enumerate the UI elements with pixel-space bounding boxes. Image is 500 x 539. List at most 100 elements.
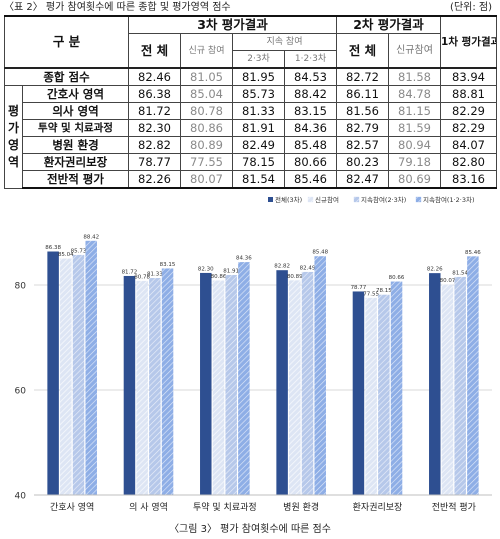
row-label: 병원 환경 — [21, 136, 130, 154]
data-label: 82.49 — [300, 265, 316, 271]
area-label-char: 역 — [7, 154, 20, 169]
data-label: 84.36 — [236, 256, 252, 262]
table-cell: 81.95 — [232, 67, 286, 86]
legend-swatch — [307, 196, 314, 203]
legend-swatch — [415, 196, 422, 203]
category-label: 전반적 평가 — [432, 501, 476, 513]
table-cell: 82.72 — [336, 67, 390, 86]
bar — [200, 272, 212, 495]
legend-label: 전체(3차) — [275, 195, 302, 204]
table-cell: 82.79 — [336, 119, 390, 137]
data-label: 85.48 — [312, 250, 328, 256]
table-row: 평 가 영 역 간호사 영역 86.38 85.04 85.73 88.42 86.11 84.78… — [4, 85, 498, 189]
category-label: 투약 및 치료과정 — [193, 501, 257, 513]
data-label: 82.82 — [274, 264, 290, 270]
bar — [301, 271, 314, 495]
table-caption: 〈표 2〉 평가 참여횟수에 따른 종합 및 평가영역 점수 (단위: 점) — [4, 1, 496, 14]
bar — [85, 240, 97, 495]
table-cell: 81.33 — [232, 102, 286, 120]
table-cell: 84.78 — [388, 85, 442, 103]
header-total-2: 전 체 — [336, 33, 390, 69]
bar — [429, 273, 441, 495]
area-label-char: 평 — [7, 103, 20, 118]
header-c23: 2·3차 — [232, 50, 286, 69]
data-label: 80.89 — [287, 274, 303, 280]
table-cell: 85.48 — [284, 136, 338, 154]
table-cell: 81.15 — [388, 102, 442, 120]
row-label: 전반적 평가 — [21, 170, 130, 189]
table-cell: 85.46 — [284, 170, 338, 189]
data-label: 81.54 — [452, 270, 468, 276]
bar — [47, 251, 59, 495]
category-label: 간호사 영역 — [50, 502, 94, 513]
bar — [454, 276, 466, 495]
data-label: 78.15 — [376, 288, 392, 294]
data-label: 83.15 — [160, 262, 176, 268]
table-cell: 88.42 — [284, 85, 338, 103]
data-label: 78.77 — [351, 285, 367, 291]
table-cell: 79.18 — [388, 153, 442, 171]
table-cell: 82.29 — [440, 102, 498, 120]
table-cell: 84.36 — [284, 119, 338, 137]
table-cell: 82.82 — [128, 136, 182, 154]
legend-swatch — [268, 197, 273, 202]
table-cell: 81.54 — [232, 170, 286, 189]
table-cell: 80.07 — [180, 170, 234, 189]
table-unit: (단위: 점) — [450, 2, 492, 13]
table-cell: 78.77 — [128, 153, 182, 171]
table-row: 의사 영역 81.72 80.78 81.33 83.15 81.56 81.15 82.29 — [5, 102, 498, 120]
table-cell: 85.73 — [232, 85, 286, 103]
table-cell: 81.91 — [232, 119, 286, 137]
bar — [467, 256, 479, 495]
table-cell: 83.15 — [284, 102, 338, 120]
category-label: 의 사 영역 — [129, 502, 168, 513]
bar — [390, 281, 403, 495]
table-caption-text: 〈표 2〉 평가 참여횟수에 따른 종합 및 평가영역 점수 — [4, 2, 231, 13]
table-row: 병원 환경 82.82 80.89 82.49 85.48 82.57 80.94 84.07 — [5, 136, 498, 154]
score-table: 구 분 3차 평가결과 2차 평가결과 1차 평가결과 전 체 신규 참여 지속… — [3, 15, 498, 189]
data-label: 80.66 — [389, 275, 405, 281]
bar — [123, 275, 136, 495]
bar — [314, 256, 326, 495]
bar — [212, 280, 225, 495]
legend-label: 신규참여 — [315, 195, 339, 204]
legend-swatch — [353, 196, 360, 203]
bar — [276, 270, 288, 495]
data-label: 86.38 — [45, 245, 61, 251]
table-cell: 80.78 — [180, 102, 234, 120]
table-cell: 80.69 — [388, 170, 442, 189]
row-label: 투약 및 치료과정 — [21, 119, 130, 137]
data-label: 81.91 — [223, 268, 239, 274]
bar — [378, 294, 390, 495]
legend-label: 지속참여(1·2·3차) — [423, 195, 475, 204]
bar — [161, 268, 174, 495]
bar — [441, 284, 454, 495]
table-cell: 80.23 — [336, 153, 390, 171]
header-first: 1차 평가결과 — [440, 15, 498, 69]
data-label: 81.72 — [122, 269, 138, 275]
header-total-3: 전 체 — [128, 33, 182, 69]
table-cell: 86.11 — [336, 85, 390, 103]
table-cell: 82.29 — [440, 119, 498, 137]
table-cell: 82.47 — [336, 170, 390, 189]
table-cell: 78.15 — [232, 153, 286, 171]
table-cell: 83.94 — [440, 67, 498, 86]
data-label: 80.78 — [134, 274, 150, 280]
row-label: 간호사 영역 — [21, 85, 130, 103]
data-label: 81.33 — [147, 272, 163, 278]
table-cell: 81.72 — [128, 102, 182, 120]
table-cell: 81.59 — [388, 119, 442, 137]
table-cell: 82.49 — [232, 136, 286, 154]
row-label: 환자권리보장 — [21, 153, 130, 171]
data-label: 77.55 — [363, 291, 379, 297]
table-cell: 81.58 — [388, 67, 442, 86]
table-cell: 82.26 — [128, 170, 182, 189]
figure-caption: 〈그림 3〉 평가 참여횟수에 따른 점수 — [169, 524, 331, 535]
data-label: 85.04 — [58, 252, 74, 258]
header-gubun: 구 분 — [3, 15, 130, 69]
header-new-2: 신규참여 — [388, 33, 442, 69]
bar — [238, 262, 250, 495]
table-row: 환자권리보장 78.77 77.55 78.15 80.66 80.23 79.18 82.8… — [5, 153, 498, 171]
bar — [289, 280, 301, 495]
table-cell: 83.16 — [440, 170, 498, 189]
